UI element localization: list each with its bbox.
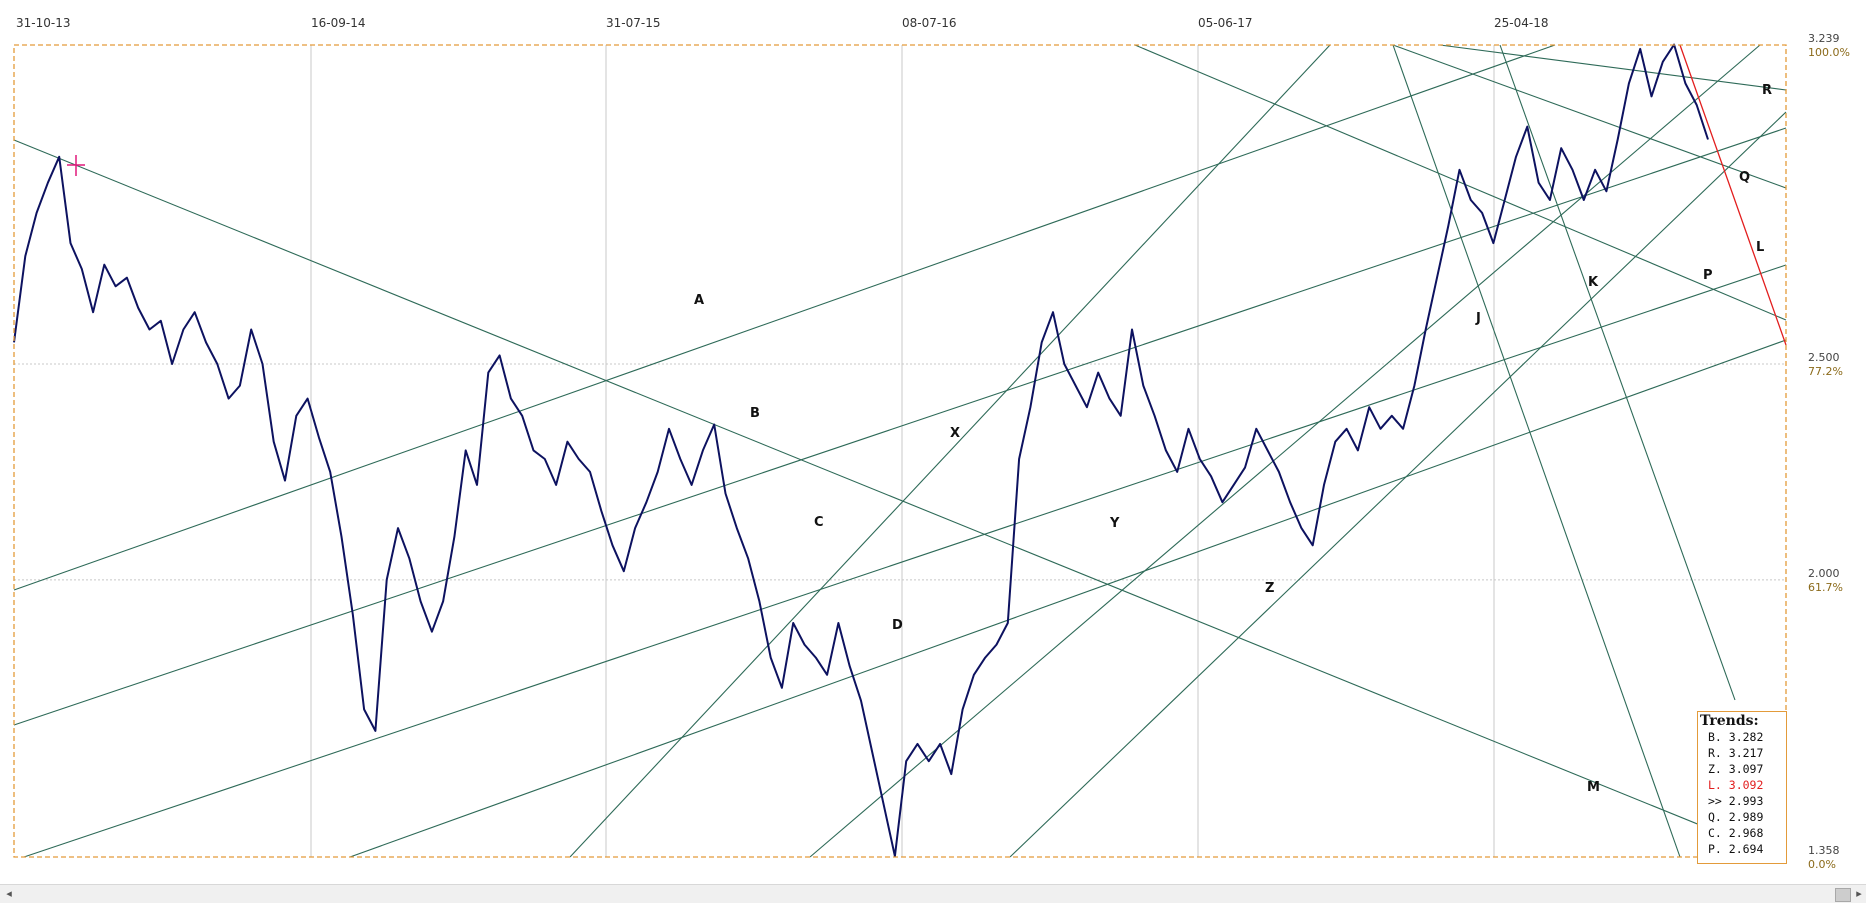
trendline-label: C bbox=[814, 515, 824, 530]
x-tick-label: 31-07-15 bbox=[606, 16, 660, 30]
trendline bbox=[349, 339, 1787, 858]
trendline bbox=[1392, 44, 1787, 189]
trendline-highlight bbox=[1679, 44, 1787, 346]
trend-row: P. 2.694 bbox=[1698, 841, 1786, 857]
trendline bbox=[809, 44, 1761, 858]
horizontal-scrollbar[interactable]: ◂ ▸ bbox=[0, 884, 1866, 903]
x-tick-label: 25-04-18 bbox=[1494, 16, 1548, 30]
trend-row: B. 3.282 bbox=[1698, 729, 1786, 745]
trendline-label: R bbox=[1762, 83, 1772, 98]
crosshair-marker bbox=[67, 155, 85, 176]
scroll-right-arrow-icon[interactable]: ▸ bbox=[1856, 887, 1862, 900]
trendline bbox=[1499, 44, 1736, 701]
trendline-label: K bbox=[1588, 275, 1599, 290]
trendline-label: X bbox=[950, 426, 960, 441]
trendline-label: M bbox=[1587, 780, 1600, 795]
y-tick-label: 2.000 bbox=[1808, 567, 1840, 580]
trendline bbox=[1134, 44, 1787, 321]
price-line bbox=[13, 43, 1709, 858]
price-series bbox=[13, 43, 1709, 858]
trends-title: Trends: bbox=[1700, 713, 1759, 729]
trend-value: 2.968 bbox=[1728, 826, 1764, 840]
x-tick-label: 08-07-16 bbox=[902, 16, 956, 30]
trend-row: C. 2.968 bbox=[1698, 825, 1786, 841]
trend-row: Z. 3.097 bbox=[1698, 761, 1786, 777]
trend-label: Q. bbox=[1708, 810, 1729, 824]
grid-lines bbox=[14, 45, 1786, 857]
trend-label: B. bbox=[1708, 730, 1729, 744]
trend-row: L. 3.092 bbox=[1698, 777, 1786, 793]
trendline-label: P bbox=[1703, 268, 1713, 283]
trendlines bbox=[13, 44, 1787, 861]
trend-value: 3.217 bbox=[1728, 746, 1764, 760]
x-tick-label: 31-10-13 bbox=[16, 16, 70, 30]
trend-label: Z. bbox=[1708, 762, 1729, 776]
trendline-label: D bbox=[892, 618, 903, 633]
trend-value: 3.097 bbox=[1728, 762, 1764, 776]
price-chart: 31-10-13 16-09-14 31-07-15 08-07-16 05-06-17… bbox=[13, 16, 1850, 871]
trend-label: P. bbox=[1708, 842, 1729, 856]
trendline bbox=[1009, 111, 1787, 858]
trend-label: >> bbox=[1708, 794, 1729, 808]
trendline-label: B bbox=[750, 406, 760, 421]
chart-frame bbox=[13, 44, 1787, 858]
trendline-labels: A B C D X Y Z J K M P Q R L bbox=[694, 83, 1772, 795]
trendline-label: L bbox=[1756, 240, 1764, 255]
trend-value: 2.989 bbox=[1728, 810, 1764, 824]
trendline bbox=[13, 139, 1787, 861]
trend-label: C. bbox=[1708, 826, 1729, 840]
trendline-label: Y bbox=[1109, 516, 1120, 531]
trend-row: >> 2.993 bbox=[1698, 793, 1786, 809]
trend-label: R. bbox=[1708, 746, 1729, 760]
trends-panel: Trends: B. 3.282 R. 3.217 Z. 3.097 L. 3.092… bbox=[1697, 711, 1787, 864]
x-axis-labels: 31-10-13 16-09-14 31-07-15 08-07-16 05-06-17… bbox=[16, 16, 1548, 30]
trendline bbox=[1439, 44, 1787, 91]
y-tick-percent: 100.0% bbox=[1808, 46, 1850, 59]
y-tick-label: 2.500 bbox=[1808, 351, 1840, 364]
y-tick-percent: 77.2% bbox=[1808, 365, 1843, 378]
y-tick-label: 3.239 bbox=[1808, 32, 1840, 45]
trend-row: R. 3.217 bbox=[1698, 745, 1786, 761]
trendline-label: Q bbox=[1739, 170, 1750, 185]
plot-frame bbox=[13, 44, 1787, 858]
trendline bbox=[23, 264, 1787, 858]
x-tick-label: 16-09-14 bbox=[311, 16, 365, 30]
trend-value: 2.694 bbox=[1728, 842, 1764, 856]
trend-value: 2.993 bbox=[1728, 794, 1764, 808]
trend-value: 3.092 bbox=[1728, 778, 1764, 792]
trend-row: Q. 2.989 bbox=[1698, 809, 1786, 825]
y-tick-percent: 61.7% bbox=[1808, 581, 1843, 594]
trendline-label: J bbox=[1475, 311, 1481, 326]
trends-list: B. 3.282 R. 3.217 Z. 3.097 L. 3.092 >> 2.993… bbox=[1698, 729, 1786, 857]
trendline bbox=[13, 127, 1787, 726]
trendline-label: Z bbox=[1265, 581, 1274, 596]
trend-value: 3.282 bbox=[1728, 730, 1764, 744]
trend-label: L. bbox=[1708, 778, 1729, 792]
trendline bbox=[1392, 44, 1681, 858]
scroll-thumb[interactable] bbox=[1835, 888, 1851, 902]
trendline bbox=[569, 44, 1331, 858]
trendline-label: A bbox=[694, 293, 704, 308]
scroll-left-arrow-icon[interactable]: ◂ bbox=[6, 887, 12, 900]
y-tick-label: 1.358 bbox=[1808, 844, 1840, 857]
y-tick-percent: 0.0% bbox=[1808, 858, 1836, 871]
x-tick-label: 05-06-17 bbox=[1198, 16, 1252, 30]
trendline bbox=[13, 44, 1556, 591]
